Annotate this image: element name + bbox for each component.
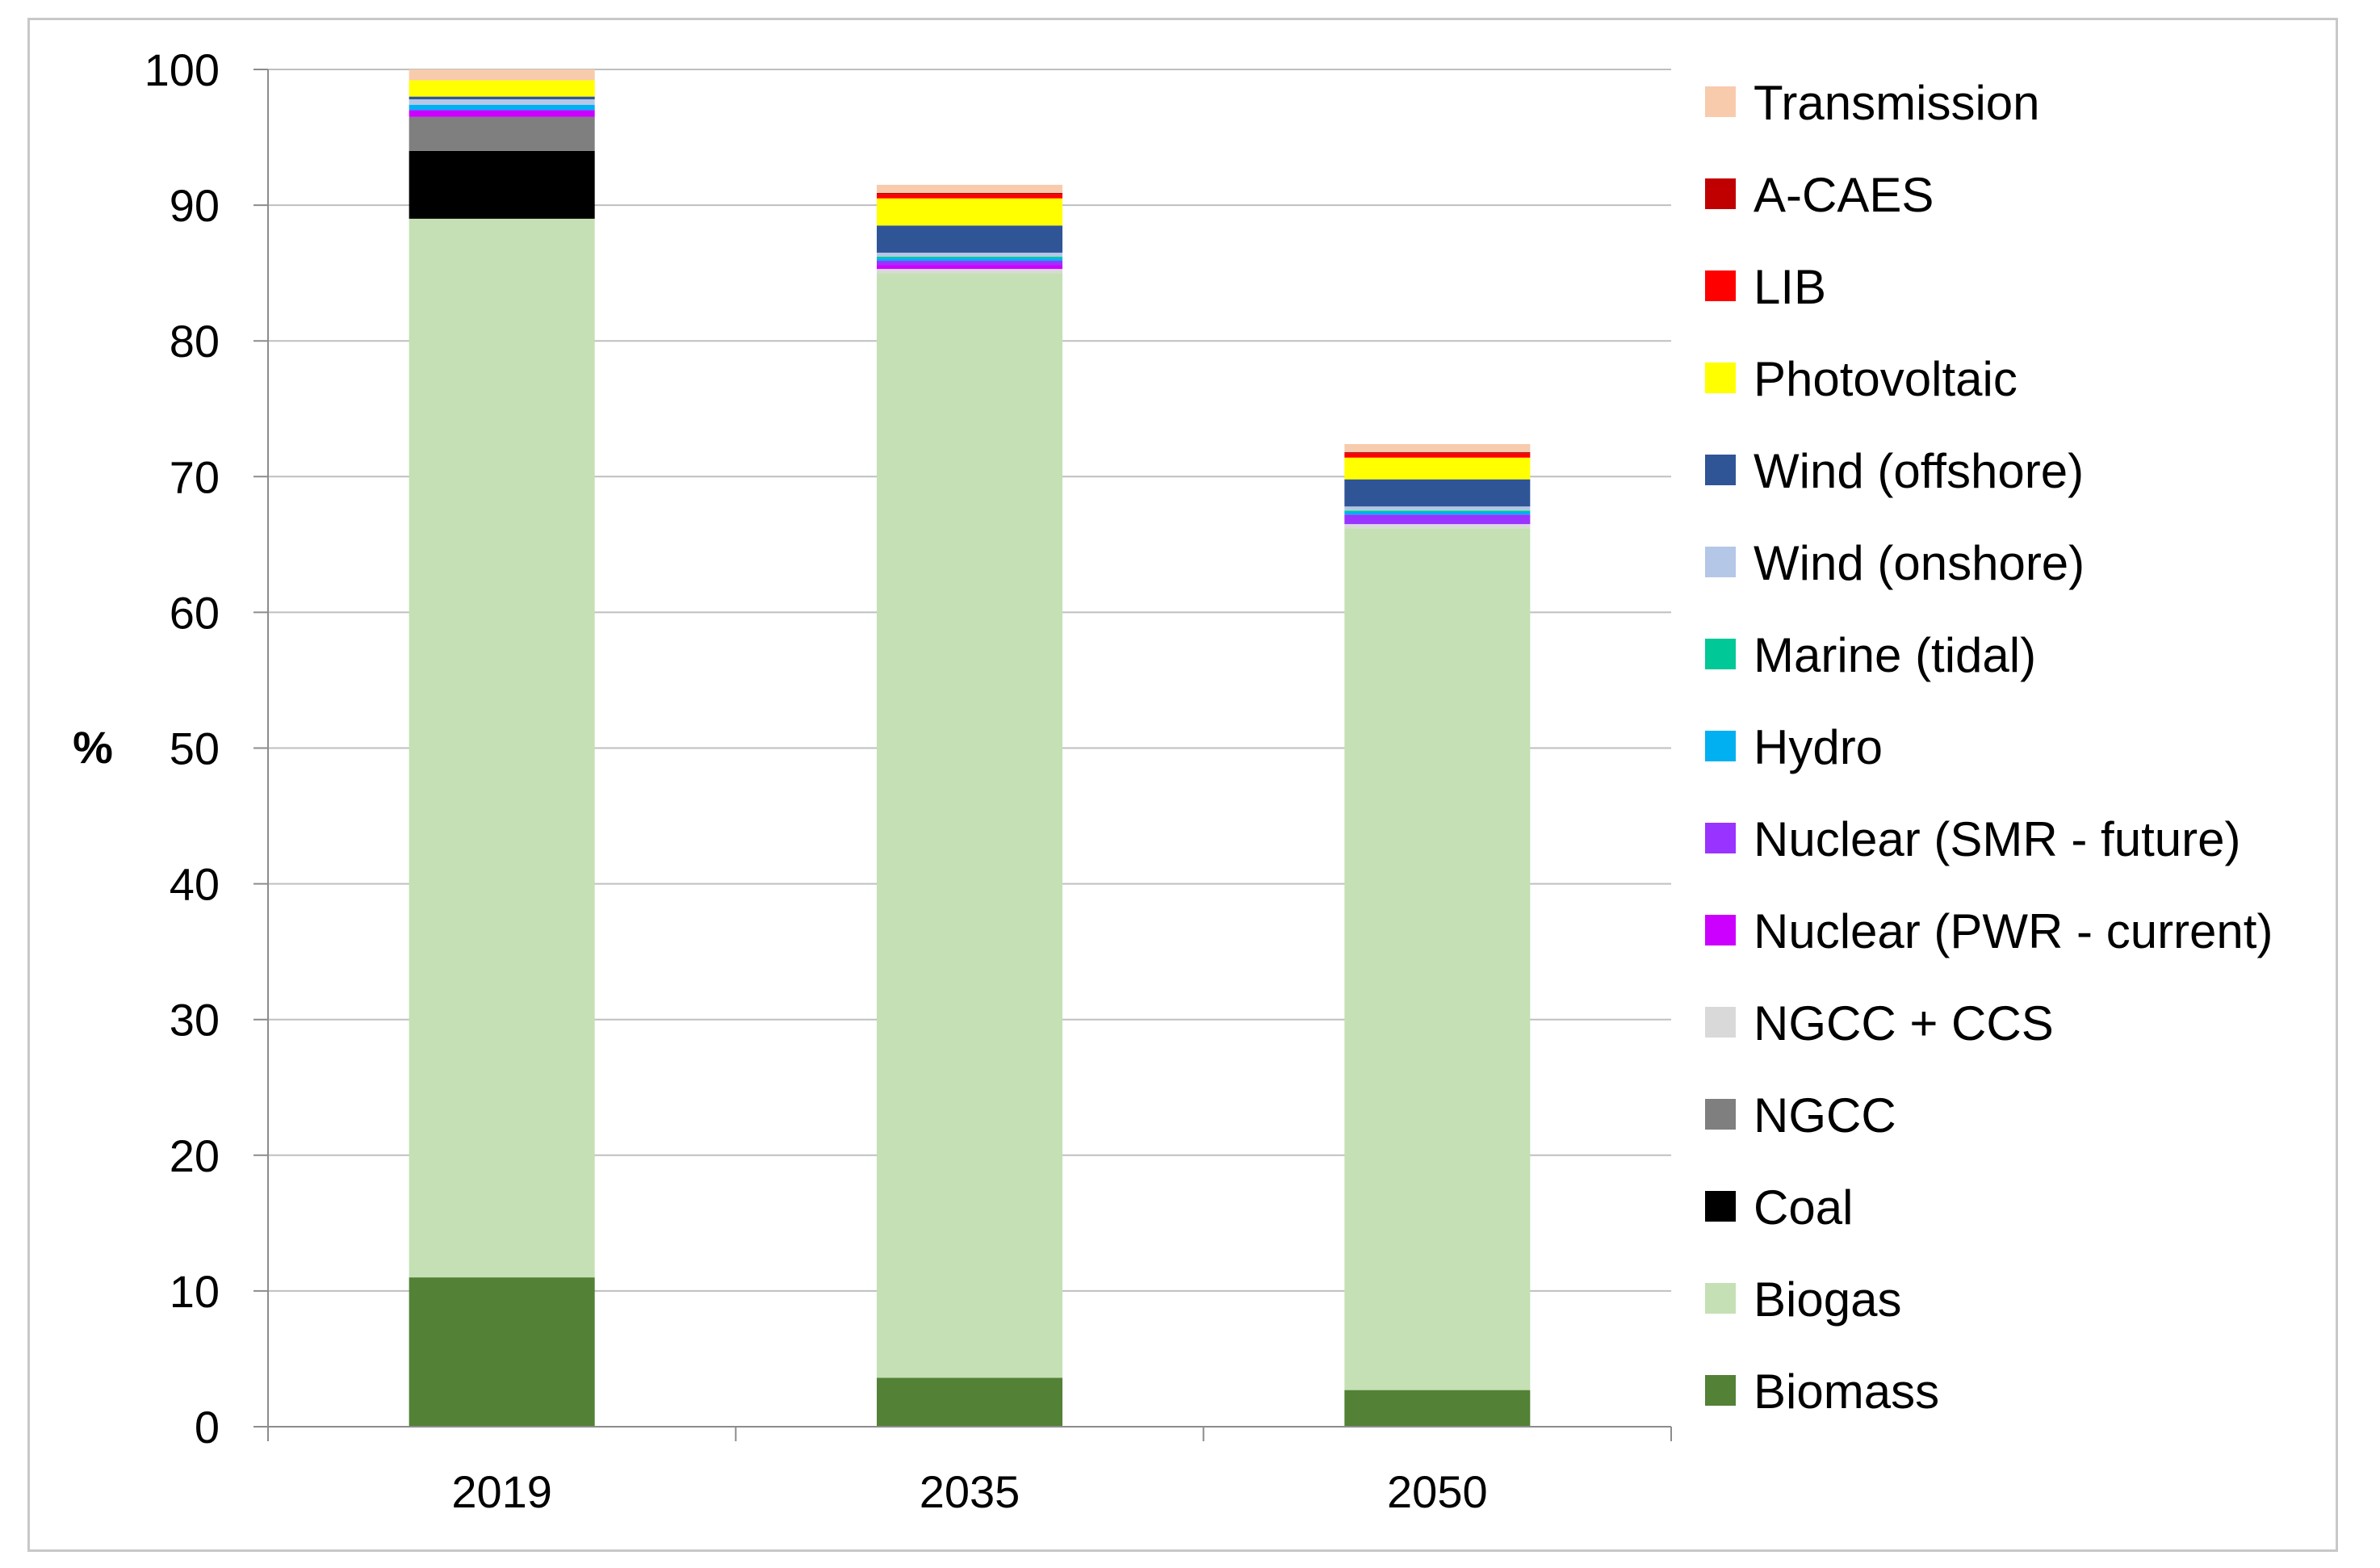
legend-swatch xyxy=(1705,455,1736,485)
bar-segment-nuclear-smr-future--2035 xyxy=(877,261,1062,266)
bar-segment-biomass-2019 xyxy=(409,1277,595,1427)
legend-label: Biomass xyxy=(1754,1365,1939,1419)
y-tick-label: 50 xyxy=(170,723,220,774)
legend-item: A-CAES xyxy=(1705,168,1934,222)
axes: 0 10 20 30 40 50 60 70 80 90 100 2019 2035 2050 xyxy=(145,44,1672,1517)
bar-segment-photovoltaic-2019 xyxy=(409,80,595,97)
bar-segment-hydro-2035 xyxy=(877,258,1062,262)
legend-item: NGCC xyxy=(1705,1088,1896,1142)
bar-segment-transmission-2050 xyxy=(1344,443,1531,453)
bar-segment-nuclear-pwr-current--2019 xyxy=(409,110,595,117)
bar-segment-ngcc-ccs-2035 xyxy=(877,269,1062,274)
bar-segment-wind-onshore--2019 xyxy=(409,99,595,105)
legend-label: NGCC + CCS xyxy=(1754,996,2054,1050)
x-tick-label-2050: 2050 xyxy=(1387,1466,1488,1517)
bar-segment-biogas-2019 xyxy=(409,218,595,1278)
legend-item: Wind (offshore) xyxy=(1705,444,2084,498)
bar-segment-photovoltaic-2035 xyxy=(877,198,1062,226)
bar-segment-wind-offshore--2019 xyxy=(409,96,595,99)
legend-label: LIB xyxy=(1754,260,1826,314)
y-tick-label: 70 xyxy=(170,451,220,502)
legend-label: A-CAES xyxy=(1754,168,1934,222)
bar-segment-hydro-2050 xyxy=(1344,512,1531,515)
legend-label: Biogas xyxy=(1754,1272,1901,1327)
y-tick-label: 10 xyxy=(170,1266,220,1317)
bar-segment-transmission-2035 xyxy=(877,184,1062,193)
legend-item: Coal xyxy=(1705,1180,1853,1235)
y-tick-label: 40 xyxy=(170,859,220,910)
bar-segment-biogas-2035 xyxy=(877,273,1062,1378)
bar-segment-wind-onshore--2035 xyxy=(877,252,1062,257)
legend-label: Hydro xyxy=(1754,720,1883,774)
legend-swatch xyxy=(1705,823,1736,853)
legend-label: NGCC xyxy=(1754,1088,1896,1142)
x-tick-label-2035: 2035 xyxy=(920,1466,1020,1517)
bar-segment-lib-2050 xyxy=(1344,453,1531,458)
y-tick-label: 80 xyxy=(170,316,220,367)
legend-label: Wind (onshore) xyxy=(1754,536,2085,590)
legend: Transmission A-CAES LIB Photovoltaic Wind (o… xyxy=(1705,76,2273,1419)
bar-segment-wind-offshore--2035 xyxy=(877,225,1062,253)
bar-segment-transmission-2019 xyxy=(409,69,595,81)
legend-swatch xyxy=(1705,178,1736,209)
legend-swatch xyxy=(1705,915,1736,945)
legend-swatch xyxy=(1705,86,1736,117)
legend-swatch xyxy=(1705,547,1736,577)
y-tick-label: 60 xyxy=(170,587,220,638)
legend-item: Marine (tidal) xyxy=(1705,628,2036,682)
legend-swatch xyxy=(1705,639,1736,669)
bar-segment-a-caes-2035 xyxy=(877,192,1062,195)
legend-swatch xyxy=(1705,1283,1736,1314)
legend-swatch xyxy=(1705,731,1736,761)
legend-item: LIB xyxy=(1705,260,1826,314)
y-axis-label: % xyxy=(73,722,113,773)
y-tick-label: 100 xyxy=(145,44,220,95)
legend-swatch xyxy=(1705,1099,1736,1130)
legend-swatch xyxy=(1705,363,1736,393)
legend-item: Transmission xyxy=(1705,76,2040,130)
legend-item: Biomass xyxy=(1705,1365,1939,1419)
bar-segment-photovoltaic-2050 xyxy=(1344,457,1531,480)
bars xyxy=(409,69,1531,1427)
bar-segment-biogas-2050 xyxy=(1344,528,1531,1390)
bar-segment-wind-onshore--2050 xyxy=(1344,506,1531,511)
bar-segment-nuclear-pwr-current--2035 xyxy=(877,265,1062,270)
y-tick-label: 0 xyxy=(195,1402,220,1453)
legend-label: Marine (tidal) xyxy=(1754,628,2036,682)
legend-label: Transmission xyxy=(1754,76,2040,130)
legend-swatch xyxy=(1705,1191,1736,1222)
x-tick-label-2019: 2019 xyxy=(451,1466,552,1517)
bar-segment-wind-offshore--2050 xyxy=(1344,479,1531,507)
legend-item: Photovoltaic xyxy=(1705,352,2018,406)
legend-item: Hydro xyxy=(1705,720,1883,774)
bar-segment-a-caes-2050 xyxy=(1344,452,1531,454)
legend-swatch xyxy=(1705,1375,1736,1406)
legend-item: Nuclear (PWR - current) xyxy=(1705,904,2273,958)
legend-swatch xyxy=(1705,270,1736,301)
bar-segment-ngcc-ccs-2050 xyxy=(1344,524,1531,529)
legend-label: Coal xyxy=(1754,1180,1853,1235)
bar-segment-coal-2019 xyxy=(409,150,595,219)
legend-label: Nuclear (PWR - current) xyxy=(1754,904,2273,958)
bar-segment-biomass-2035 xyxy=(877,1377,1062,1427)
legend-item: Nuclear (SMR - future) xyxy=(1705,812,2240,866)
legend-item: Biogas xyxy=(1705,1272,1901,1327)
legend-item: Wind (onshore) xyxy=(1705,536,2085,590)
legend-swatch xyxy=(1705,1007,1736,1038)
y-tick-label: 20 xyxy=(170,1130,220,1181)
legend-label: Nuclear (SMR - future) xyxy=(1754,812,2240,866)
bar-segment-hydro-2019 xyxy=(409,104,595,111)
y-tick-label: 30 xyxy=(170,995,220,1046)
bar-segment-marine-tidal--2050 xyxy=(1344,510,1531,513)
bar-segment-ngcc-2019 xyxy=(409,116,595,151)
bar-segment-marine-tidal--2035 xyxy=(877,256,1062,258)
legend-label: Photovoltaic xyxy=(1754,352,2018,406)
bar-segment-nuclear-smr-future--2050 xyxy=(1344,514,1531,525)
legend-label: Wind (offshore) xyxy=(1754,444,2084,498)
bar-segment-lib-2035 xyxy=(877,194,1062,199)
bar-segment-biomass-2050 xyxy=(1344,1390,1531,1427)
y-tick-label: 90 xyxy=(170,180,220,231)
legend-item: NGCC + CCS xyxy=(1705,996,2054,1050)
